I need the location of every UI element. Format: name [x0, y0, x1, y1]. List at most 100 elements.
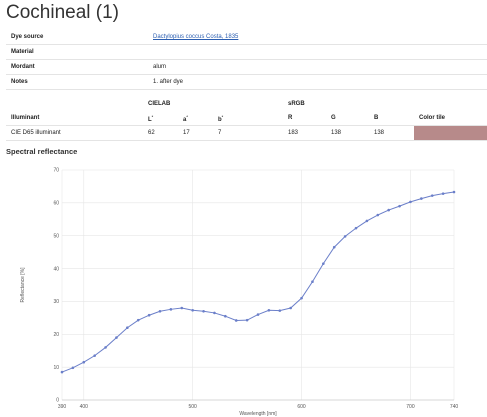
data-point	[126, 326, 129, 330]
info-value: 1. after dye	[148, 74, 487, 90]
info-label: Dye source	[6, 30, 148, 45]
col-R: R	[283, 111, 326, 126]
data-point	[332, 245, 336, 249]
y-tick-label: 70	[53, 168, 59, 174]
star-mark: *	[186, 113, 188, 119]
spectral-reflectance-chart: 0 10 20 30 40 50 60 70 390 400 500 600 700 740 Refle…	[20, 168, 459, 417]
info-label: Mordant	[6, 59, 148, 75]
data-point	[430, 194, 434, 197]
x-tick-labels: 390 400 500 600 700 740	[58, 404, 459, 410]
star-mark: *	[221, 113, 224, 119]
y-tick-label: 60	[53, 201, 59, 207]
y-tick-label: 10	[53, 365, 59, 371]
group-srgb: sRGB	[288, 101, 305, 107]
col-a-label: a	[183, 116, 187, 123]
info-value	[148, 44, 487, 60]
color-group-header: CIELAB sRGB	[6, 97, 487, 111]
x-axis-label: Wavelength [nm]	[239, 411, 277, 417]
col-a: a*	[178, 111, 213, 126]
info-label: Notes	[6, 74, 148, 90]
cell-b: 7	[213, 125, 283, 141]
data-point	[71, 366, 75, 370]
data-point	[300, 296, 303, 300]
data-point	[136, 318, 140, 322]
group-spacer	[6, 97, 143, 111]
cell-G: 138	[326, 125, 369, 141]
data-point	[267, 309, 271, 312]
col-L-label: L	[148, 116, 152, 123]
data-point	[256, 313, 260, 316]
section-title: Spectral reflectance	[6, 147, 78, 156]
x-tick-label: 740	[450, 404, 459, 410]
data-point	[420, 197, 423, 200]
data-point	[441, 192, 445, 195]
info-value: Dactylopius coccus Costa, 1835	[148, 30, 487, 45]
y-tick-labels: 0 10 20 30 40 50 60 70	[53, 168, 59, 404]
star-mark: *	[151, 113, 154, 119]
data-point	[278, 309, 282, 312]
dye-source-link[interactable]: Dactylopius coccus Costa, 1835	[153, 34, 239, 40]
data-point	[387, 208, 390, 212]
col-B: B	[369, 111, 414, 126]
y-tick-label: 30	[53, 299, 59, 305]
chart-grid	[61, 169, 455, 401]
x-tick-label: 500	[188, 404, 197, 410]
data-point	[398, 204, 401, 208]
x-tick-label: 390	[58, 404, 67, 410]
y-tick-label: 0	[56, 398, 59, 404]
data-point	[147, 313, 151, 317]
data-point	[158, 309, 162, 313]
data-point	[343, 235, 347, 238]
x-tick-label: 400	[80, 404, 89, 410]
y-tick-label: 50	[53, 233, 59, 239]
col-L: L*	[143, 111, 178, 126]
col-G: G	[326, 111, 369, 126]
group-spacer	[414, 97, 487, 111]
y-tick-label: 40	[53, 266, 59, 272]
data-point	[115, 336, 118, 339]
col-illuminant: Illuminant	[6, 111, 143, 126]
cell-a: 17	[178, 125, 213, 141]
data-point	[191, 309, 194, 312]
data-point	[104, 346, 107, 349]
cell-R: 183	[283, 125, 326, 141]
info-value: alum	[148, 59, 487, 75]
info-row-notes: Notes 1. after dye	[6, 74, 487, 90]
data-point	[234, 319, 238, 322]
dye-info-table: Dye source Dactylopius coccus Costa, 183…	[6, 30, 487, 90]
data-point	[224, 314, 227, 318]
page-title: Cochineal (1)	[6, 2, 119, 23]
color-values-table: CIELAB sRGB Illuminant L* a* b* R G B Co…	[6, 97, 487, 141]
color-tile	[414, 126, 487, 140]
data-point	[180, 306, 184, 310]
data-point	[311, 280, 314, 284]
cell-L: 62	[143, 125, 178, 141]
data-point	[289, 306, 292, 310]
data-point	[245, 318, 249, 322]
y-axis-label: Reflectance [%]	[20, 267, 26, 303]
data-point	[409, 200, 412, 204]
group-cielab: CIELAB	[148, 101, 171, 107]
data-point	[60, 370, 64, 374]
data-point	[376, 213, 380, 217]
data-point	[452, 190, 456, 194]
data-point	[354, 226, 358, 230]
reflectance-line	[61, 191, 455, 373]
cell-illuminant: CIE D65 illuminant	[6, 125, 143, 141]
info-row-material: Material	[6, 44, 487, 60]
cell-B: 138	[369, 125, 414, 141]
data-point	[93, 354, 96, 357]
data-point	[322, 262, 325, 265]
col-color-tile: Color tile	[414, 111, 487, 126]
color-tile-cell	[414, 125, 487, 141]
y-tick-label: 20	[53, 332, 59, 338]
col-b-label: b	[218, 116, 222, 123]
col-b: b*	[213, 111, 283, 126]
data-point	[82, 360, 86, 364]
info-row-dye-source: Dye source Dactylopius coccus Costa, 183…	[6, 30, 487, 45]
data-point	[213, 311, 216, 315]
data-point	[365, 219, 369, 223]
info-row-mordant: Mordant alum	[6, 59, 487, 75]
info-label: Material	[6, 44, 148, 60]
color-column-header: Illuminant L* a* b* R G B Color tile	[6, 111, 487, 126]
